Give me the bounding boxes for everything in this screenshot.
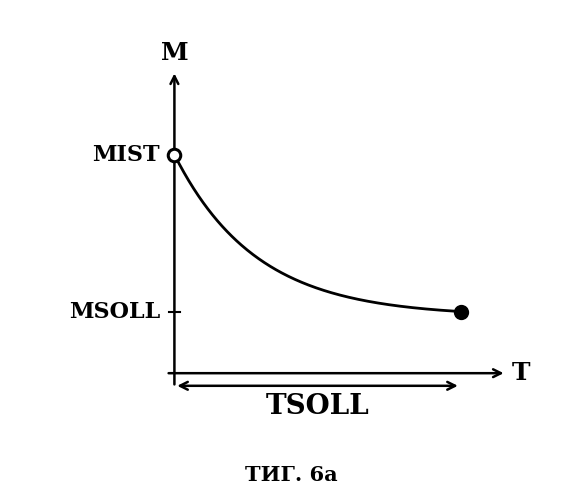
Text: MSOLL: MSOLL xyxy=(69,300,160,322)
Text: ΤИГ. 6a: ΤИГ. 6a xyxy=(244,465,338,485)
Text: T: T xyxy=(512,361,531,385)
Text: TSOLL: TSOLL xyxy=(265,393,370,420)
Text: MIST: MIST xyxy=(93,144,160,166)
Text: M: M xyxy=(161,41,188,65)
